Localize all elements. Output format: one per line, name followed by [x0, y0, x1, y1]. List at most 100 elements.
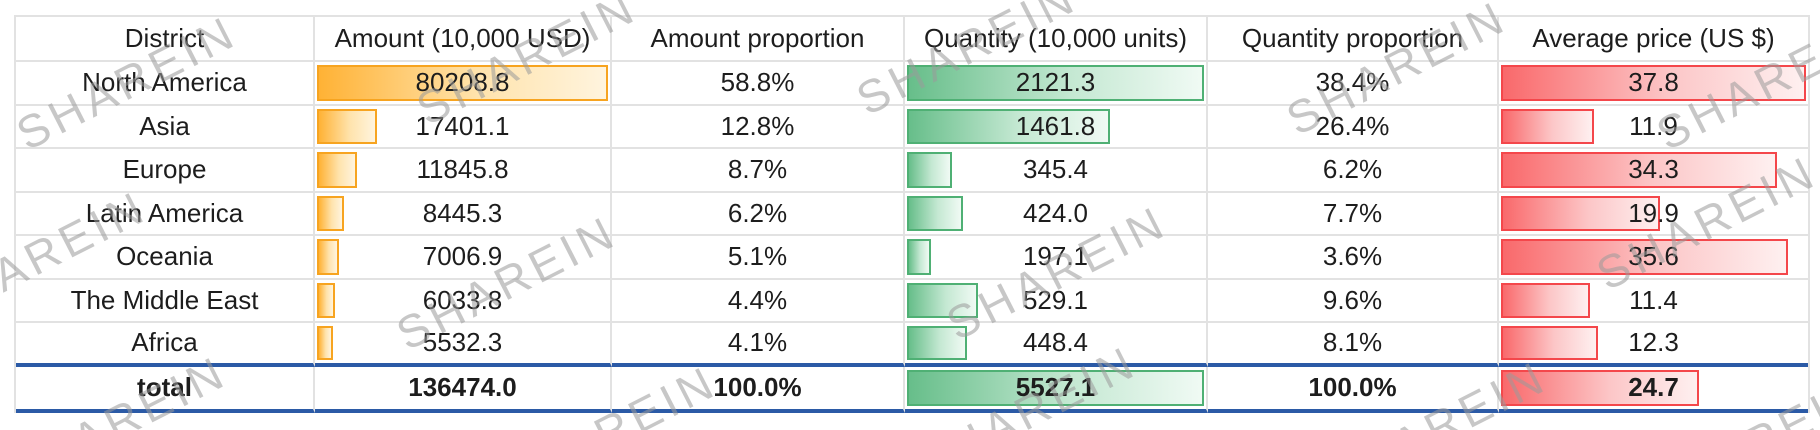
total-quantity-cell: 5527.1: [905, 366, 1208, 413]
average-price-data-bar: [1501, 195, 1660, 231]
quantity-value: 448.4: [1022, 327, 1089, 358]
quantity-value: 345.4: [1022, 154, 1089, 185]
amount-value: 6033.8: [422, 284, 503, 315]
total-quantity-value: 5527.1: [1015, 372, 1096, 402]
quantity-data-bar: [907, 195, 964, 231]
column-header-amount-proportion: Amount proportion: [612, 17, 905, 62]
amount-proportion-value: 4.4%: [727, 284, 788, 315]
quantity-value: 197.1: [1022, 241, 1089, 272]
quantity-proportion-cell: 8.1%: [1208, 323, 1499, 367]
amount-data-bar: [317, 282, 336, 318]
average-price-cell: 19.9: [1499, 193, 1808, 236]
quantity-proportion-cell: 3.6%: [1208, 236, 1499, 280]
amount-data-bar: [317, 65, 608, 101]
amount-cell: 6033.8: [315, 279, 612, 323]
total-amount-proportion-cell: 100.0%: [612, 366, 905, 413]
district-name: The Middle East: [70, 284, 259, 315]
average-price-data-bar: [1501, 326, 1598, 360]
district-name-cell: The Middle East: [16, 279, 315, 323]
average-price-value: 11.9: [1629, 110, 1678, 141]
amount-proportion-cell: 6.2%: [612, 192, 905, 236]
amount-proportion-cell: 5.1%: [612, 236, 905, 280]
quantity-value: 424.0: [1022, 197, 1089, 228]
total-quantity-proportion-cell: 100.0%: [1208, 366, 1499, 413]
amount-cell: 80208.8: [315, 62, 612, 106]
total-average-price-data-bar: [1501, 369, 1699, 406]
amount-proportion-cell: 12.8%: [612, 105, 905, 149]
district-name: Africa: [131, 327, 198, 358]
average-price-value: 34.3: [1628, 154, 1679, 185]
amount-data-bar: [317, 239, 339, 275]
average-price-cell: 37.8: [1499, 62, 1808, 106]
amount-value: 80208.8: [415, 67, 510, 98]
district-name-cell: Latin America: [16, 192, 315, 236]
quantity-proportion-value: 26.4%: [1315, 110, 1390, 141]
average-price-data-bar: [1501, 108, 1595, 144]
quantity-cell: 2121.3: [905, 62, 1208, 106]
total-amount-cell: 136474.0: [315, 366, 612, 413]
amount-proportion-cell: 58.8%: [612, 62, 905, 106]
amount-value: 5532.3: [422, 327, 503, 358]
average-price-cell: 35.6: [1499, 236, 1808, 280]
amount-value: 17401.1: [415, 110, 510, 141]
quantity-proportion-value: 9.6%: [1322, 284, 1383, 315]
quantity-proportion-value: 6.2%: [1322, 154, 1383, 185]
amount-proportion-value: 58.8%: [720, 67, 795, 98]
amount-value: 8445.3: [422, 197, 503, 228]
amount-value: 11845.8: [416, 154, 509, 185]
quantity-data-bar: [907, 152, 952, 188]
average-price-cell: 11.9: [1499, 106, 1808, 149]
quantity-data-bar: [907, 108, 1111, 144]
quantity-data-bar: [907, 65, 1204, 101]
quantity-cell: 448.4: [905, 323, 1208, 367]
total-label-cell: total: [16, 366, 315, 413]
quantity-proportion-cell: 26.4%: [1208, 105, 1499, 149]
quantity-value: 2121.3: [1015, 67, 1096, 98]
district-name: Asia: [139, 110, 190, 141]
quantity-proportion-value: 38.4%: [1315, 67, 1390, 98]
column-header-quantity-proportion: Quantity proportion: [1208, 17, 1499, 62]
quantity-proportion-value: 8.1%: [1322, 327, 1383, 358]
district-name-cell: Asia: [16, 105, 315, 149]
average-price-cell: 34.3: [1499, 149, 1808, 193]
column-header-district: District: [16, 17, 315, 62]
district-table: District Amount (10,000 USD) Amount prop…: [14, 15, 1810, 413]
column-header-average-price: Average price (US $): [1499, 17, 1808, 62]
quantity-proportion-cell: 7.7%: [1208, 192, 1499, 236]
total-quantity-data-bar: [907, 369, 1204, 406]
amount-cell: 11845.8: [315, 149, 612, 193]
amount-proportion-cell: 4.1%: [612, 323, 905, 367]
district-name-cell: Europe: [16, 149, 315, 193]
amount-data-bar: [317, 108, 377, 144]
district-name: North America: [82, 67, 247, 98]
total-amount-value: 136474.0: [408, 372, 517, 402]
average-price-value: 35.6: [1628, 241, 1679, 272]
average-price-data-bar: [1501, 239, 1789, 275]
amount-cell: 7006.9: [315, 236, 612, 280]
quantity-proportion-value: 7.7%: [1322, 197, 1383, 228]
average-price-value: 19.9: [1628, 197, 1679, 228]
amount-value: 7006.9: [422, 241, 503, 272]
amount-data-bar: [317, 326, 334, 360]
average-price-cell: 12.3: [1499, 323, 1808, 367]
amount-proportion-value: 4.1%: [727, 327, 788, 358]
total-average-price-cell: 24.7: [1499, 367, 1808, 413]
district-name-cell: Africa: [16, 323, 315, 367]
district-name-cell: Oceania: [16, 236, 315, 280]
amount-proportion-value: 5.1%: [727, 241, 788, 272]
total-label: total: [137, 372, 192, 402]
average-price-data-bar: [1501, 282, 1591, 318]
average-price-value: 12.3: [1628, 327, 1679, 358]
quantity-value: 529.1: [1022, 284, 1089, 315]
average-price-value: 37.8: [1628, 67, 1679, 98]
quantity-data-bar: [907, 326, 967, 360]
quantity-cell: 529.1: [905, 279, 1208, 323]
district-name: Oceania: [116, 241, 213, 272]
quantity-proportion-value: 3.6%: [1322, 241, 1383, 272]
amount-cell: 17401.1: [315, 105, 612, 149]
amount-data-bar: [317, 152, 357, 188]
total-amount-proportion-value: 100.0%: [713, 372, 802, 402]
amount-data-bar: [317, 195, 345, 231]
amount-proportion-value: 6.2%: [727, 197, 788, 228]
